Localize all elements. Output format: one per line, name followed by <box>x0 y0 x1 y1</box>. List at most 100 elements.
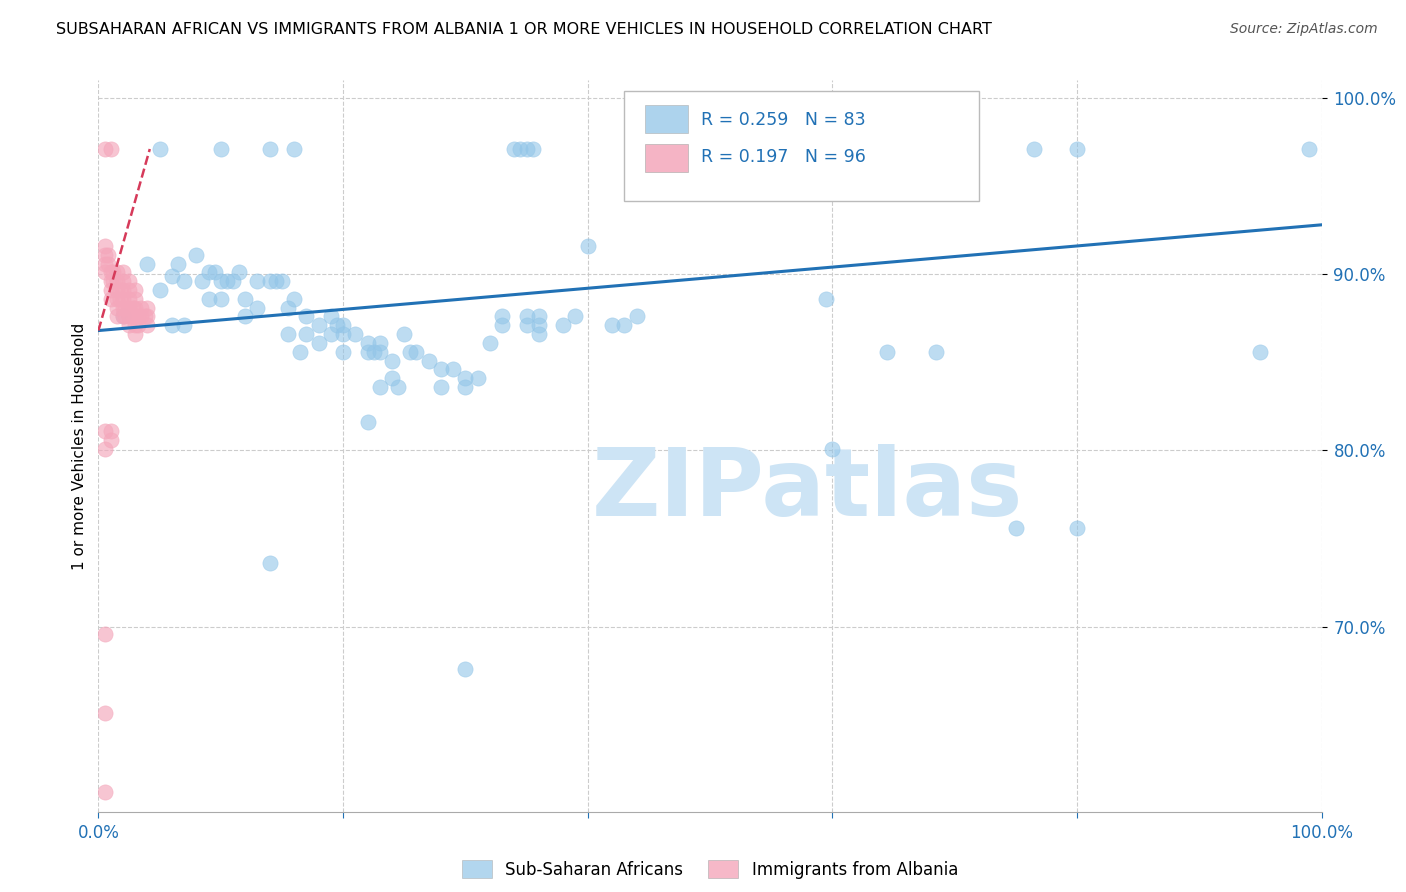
Point <box>363 344 385 359</box>
Point <box>277 301 299 315</box>
Point <box>399 344 422 359</box>
Point <box>100 292 122 306</box>
Point <box>191 274 214 288</box>
Point <box>381 371 404 385</box>
Text: R = 0.197   N = 96: R = 0.197 N = 96 <box>702 147 866 166</box>
Point <box>93 424 115 438</box>
Point <box>283 292 305 306</box>
Point <box>118 283 141 297</box>
Point <box>101 274 124 288</box>
Text: R = 0.259   N = 83: R = 0.259 N = 83 <box>702 111 866 129</box>
Point <box>124 318 146 333</box>
Point <box>515 318 537 333</box>
Point <box>356 415 378 429</box>
Point <box>1298 142 1320 156</box>
Point <box>454 371 477 385</box>
Point <box>509 142 531 156</box>
Point <box>127 318 149 333</box>
Point <box>259 142 281 156</box>
Point <box>332 344 354 359</box>
Point <box>93 142 115 156</box>
Point <box>121 301 143 315</box>
Point <box>368 380 391 394</box>
Point <box>215 274 238 288</box>
Point <box>97 248 120 262</box>
Point <box>173 274 195 288</box>
Point <box>368 335 391 350</box>
Point <box>454 380 477 394</box>
Point <box>515 142 537 156</box>
Point <box>209 292 232 306</box>
Point <box>93 248 115 262</box>
Point <box>209 274 232 288</box>
Point <box>308 318 330 333</box>
Point <box>114 301 136 315</box>
Point <box>105 301 128 315</box>
Point <box>387 380 409 394</box>
Point <box>259 274 281 288</box>
Point <box>1024 142 1046 156</box>
Point <box>430 380 453 394</box>
Point <box>283 142 305 156</box>
Point <box>105 274 128 288</box>
FancyBboxPatch shape <box>645 144 688 171</box>
FancyBboxPatch shape <box>624 91 979 201</box>
Point <box>209 142 232 156</box>
Point <box>815 292 838 306</box>
Point <box>124 301 146 315</box>
Point <box>392 327 416 342</box>
Point <box>105 292 128 306</box>
Point <box>100 274 122 288</box>
Text: Source: ZipAtlas.com: Source: ZipAtlas.com <box>1230 22 1378 37</box>
Point <box>93 256 115 270</box>
Point <box>118 318 141 333</box>
Point <box>576 239 599 253</box>
Point <box>1004 521 1026 535</box>
Point <box>277 327 299 342</box>
Point <box>491 310 513 324</box>
Point <box>228 265 250 279</box>
Point <box>111 283 134 297</box>
Point <box>93 706 115 720</box>
Point <box>308 335 330 350</box>
Point <box>356 335 378 350</box>
Point <box>111 292 134 306</box>
Point <box>118 301 141 315</box>
Point <box>821 442 844 456</box>
Point <box>134 310 156 324</box>
Point <box>111 301 134 315</box>
Point <box>246 274 269 288</box>
Point <box>100 433 122 447</box>
Point <box>332 327 354 342</box>
Point <box>319 310 342 324</box>
Point <box>326 318 349 333</box>
Point <box>454 662 477 676</box>
Point <box>233 310 256 324</box>
Point <box>124 283 146 297</box>
Point <box>344 327 367 342</box>
Point <box>204 265 226 279</box>
Point <box>197 292 219 306</box>
Point <box>136 256 159 270</box>
Point <box>111 265 134 279</box>
Point <box>118 274 141 288</box>
Point <box>167 256 190 270</box>
Point <box>124 292 146 306</box>
Text: SUBSAHARAN AFRICAN VS IMMIGRANTS FROM ALBANIA 1 OR MORE VEHICLES IN HOUSEHOLD CO: SUBSAHARAN AFRICAN VS IMMIGRANTS FROM AL… <box>56 22 993 37</box>
Point <box>564 310 586 324</box>
Text: ZIPatlas: ZIPatlas <box>592 444 1024 536</box>
Point <box>160 268 183 283</box>
Point <box>114 310 136 324</box>
Point <box>1066 521 1088 535</box>
Point <box>118 292 141 306</box>
Point <box>332 318 354 333</box>
Point <box>93 442 115 456</box>
Point <box>876 344 898 359</box>
Point <box>110 283 132 297</box>
Point <box>118 310 141 324</box>
Point <box>197 265 219 279</box>
Point <box>290 344 312 359</box>
Point <box>246 301 269 315</box>
Point <box>925 344 948 359</box>
Point <box>295 310 318 324</box>
